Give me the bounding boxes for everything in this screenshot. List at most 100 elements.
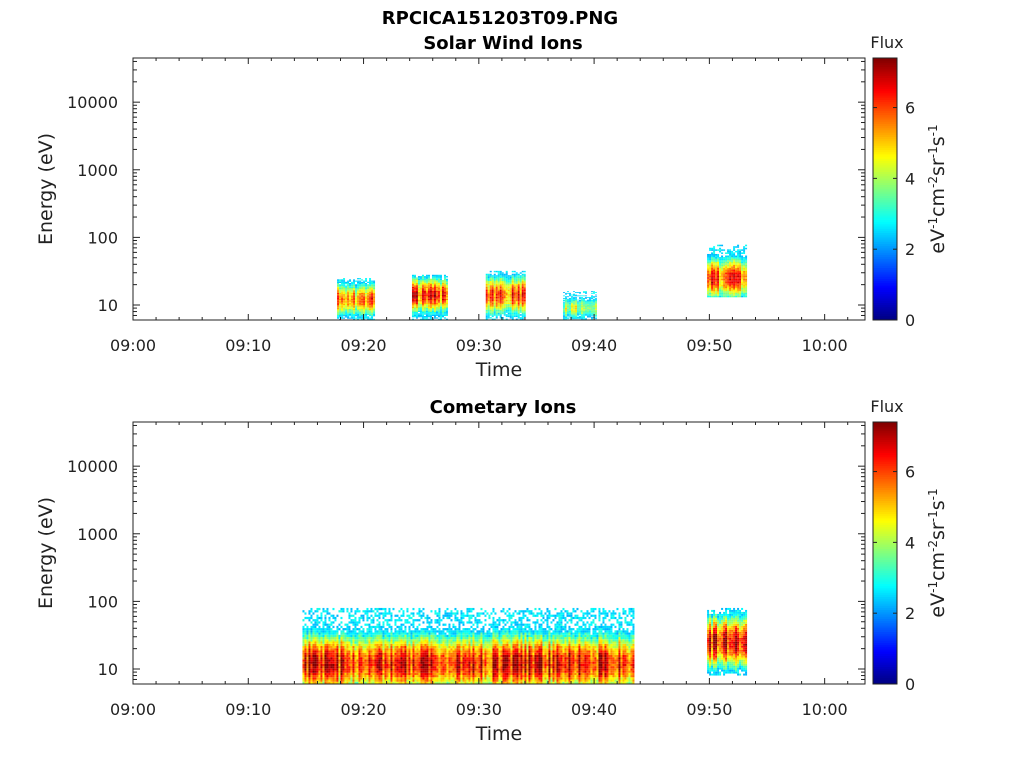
flux-cell [328,616,331,620]
flux-cell [717,295,720,298]
flux-cell [342,659,345,662]
flux-cell [353,313,356,316]
x-tick-label: 09:10 [225,336,271,355]
flux-cell [340,634,343,638]
flux-cell [418,681,421,684]
flux-cell [507,289,510,292]
flux-cell [308,634,311,638]
flux-cell [739,269,742,271]
flux-cell [495,282,498,284]
flux-cell [417,296,420,298]
flux-cell [590,303,593,305]
flux-cell [332,677,335,680]
flux-cell [430,672,433,676]
flux-cell [302,648,305,651]
colorbar-step [873,66,897,70]
flux-cell [428,639,431,642]
flux-cell [523,292,526,294]
flux-cell [729,257,732,259]
flux-cell [493,289,496,292]
flux-cell [441,312,444,314]
flux-cell [415,309,418,311]
flux-cell [513,275,516,277]
flux-cell [420,645,423,649]
flux-cell [320,675,323,678]
flux-cell [332,643,335,646]
flux-cell [392,634,395,638]
flux-cell [489,295,492,297]
flux-cell [366,672,369,676]
flux-cell [354,652,357,655]
flux-cell [334,619,337,622]
flux-cell [370,681,373,684]
flux-cell [373,308,376,311]
flux-cell [441,293,444,295]
flux-cell [493,301,496,303]
flux-cell [338,677,341,680]
flux-cell [423,301,426,303]
flux-cell [733,264,736,267]
flux-cell [491,315,494,318]
flux-cell [398,643,401,646]
flux-cell [411,304,414,306]
flux-cell [586,304,589,306]
flux-cell [400,652,403,655]
flux-cell [521,311,524,313]
flux-cell [370,657,373,660]
flux-cell [745,284,748,287]
flux-cell [513,279,516,281]
flux-cell [497,276,500,279]
flux-cell [356,623,359,626]
flux-cell [370,666,373,669]
flux-cell [312,677,315,680]
flux-cell [357,286,360,288]
flux-cell [562,318,565,320]
flux-cell [511,279,514,281]
flux-cell [743,289,746,292]
flux-cell [320,650,323,653]
flux-cell [336,625,339,629]
flux-cell [334,637,337,640]
flux-cell [430,668,433,671]
flux-cell [304,634,307,638]
flux-cell [501,280,504,283]
flux-cell [353,296,356,298]
flux-cell [342,637,345,640]
flux-cell [366,677,369,680]
colorbar-step [873,147,897,151]
flux-cell [332,657,335,660]
flux-cell [394,614,397,617]
flux-cell [429,302,432,305]
flux-cell [386,623,389,626]
colorbar-tick-label: 2 [905,240,915,259]
flux-cell [594,304,597,306]
flux-cell [586,310,589,312]
flux-cell [426,650,429,653]
flux-cell [364,610,367,613]
flux-cell [439,280,442,282]
flux-cell [402,623,405,626]
flux-cell [578,308,581,310]
flux-cell [310,670,313,673]
flux-cell [349,315,352,317]
flux-cell [588,300,591,302]
flux-cell [735,263,738,265]
flux-cell [308,659,311,662]
flux-cell [351,303,354,306]
flux-cell [365,287,368,290]
flux-cell [423,316,426,318]
colorbar-step [873,315,897,319]
flux-cell [418,657,421,660]
flux-cell [709,257,712,259]
flux-cell [487,286,490,289]
flux-cell [487,273,490,276]
flux-cell [378,661,381,664]
flux-cell [350,654,353,658]
flux-cell [352,675,355,678]
flux-cell [513,302,516,305]
flux-cell [361,291,364,293]
flux-cell [354,645,357,649]
flux-cell [729,288,732,290]
flux-cell [369,291,372,293]
colorbar-step [873,134,897,137]
